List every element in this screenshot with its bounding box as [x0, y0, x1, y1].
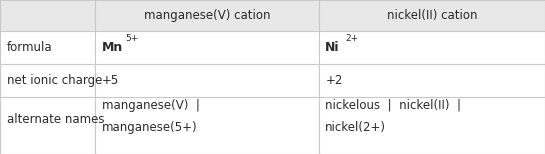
Text: manganese(V) cation: manganese(V) cation [144, 9, 270, 22]
Text: net ionic charge: net ionic charge [7, 74, 102, 87]
Text: nickelous  |  nickel(II)  |: nickelous | nickel(II) | [325, 99, 462, 112]
Text: nickel(II) cation: nickel(II) cation [386, 9, 477, 22]
Text: manganese(V)  |: manganese(V) | [102, 99, 200, 112]
Text: 2+: 2+ [346, 34, 359, 43]
Bar [0, 97, 545, 154]
Text: manganese(5+): manganese(5+) [102, 121, 197, 134]
Text: Mn: Mn [102, 41, 123, 54]
Text: formula: formula [7, 41, 52, 54]
Bar [0, 64, 545, 97]
Text: +2: +2 [325, 74, 343, 87]
Text: +5: +5 [102, 74, 119, 87]
Bar [0, 31, 545, 64]
Text: Ni: Ni [325, 41, 340, 54]
Text: 5+: 5+ [125, 34, 138, 43]
Text: alternate names: alternate names [7, 113, 104, 126]
Bar [0, 0, 545, 31]
Text: nickel(2+): nickel(2+) [325, 121, 386, 134]
